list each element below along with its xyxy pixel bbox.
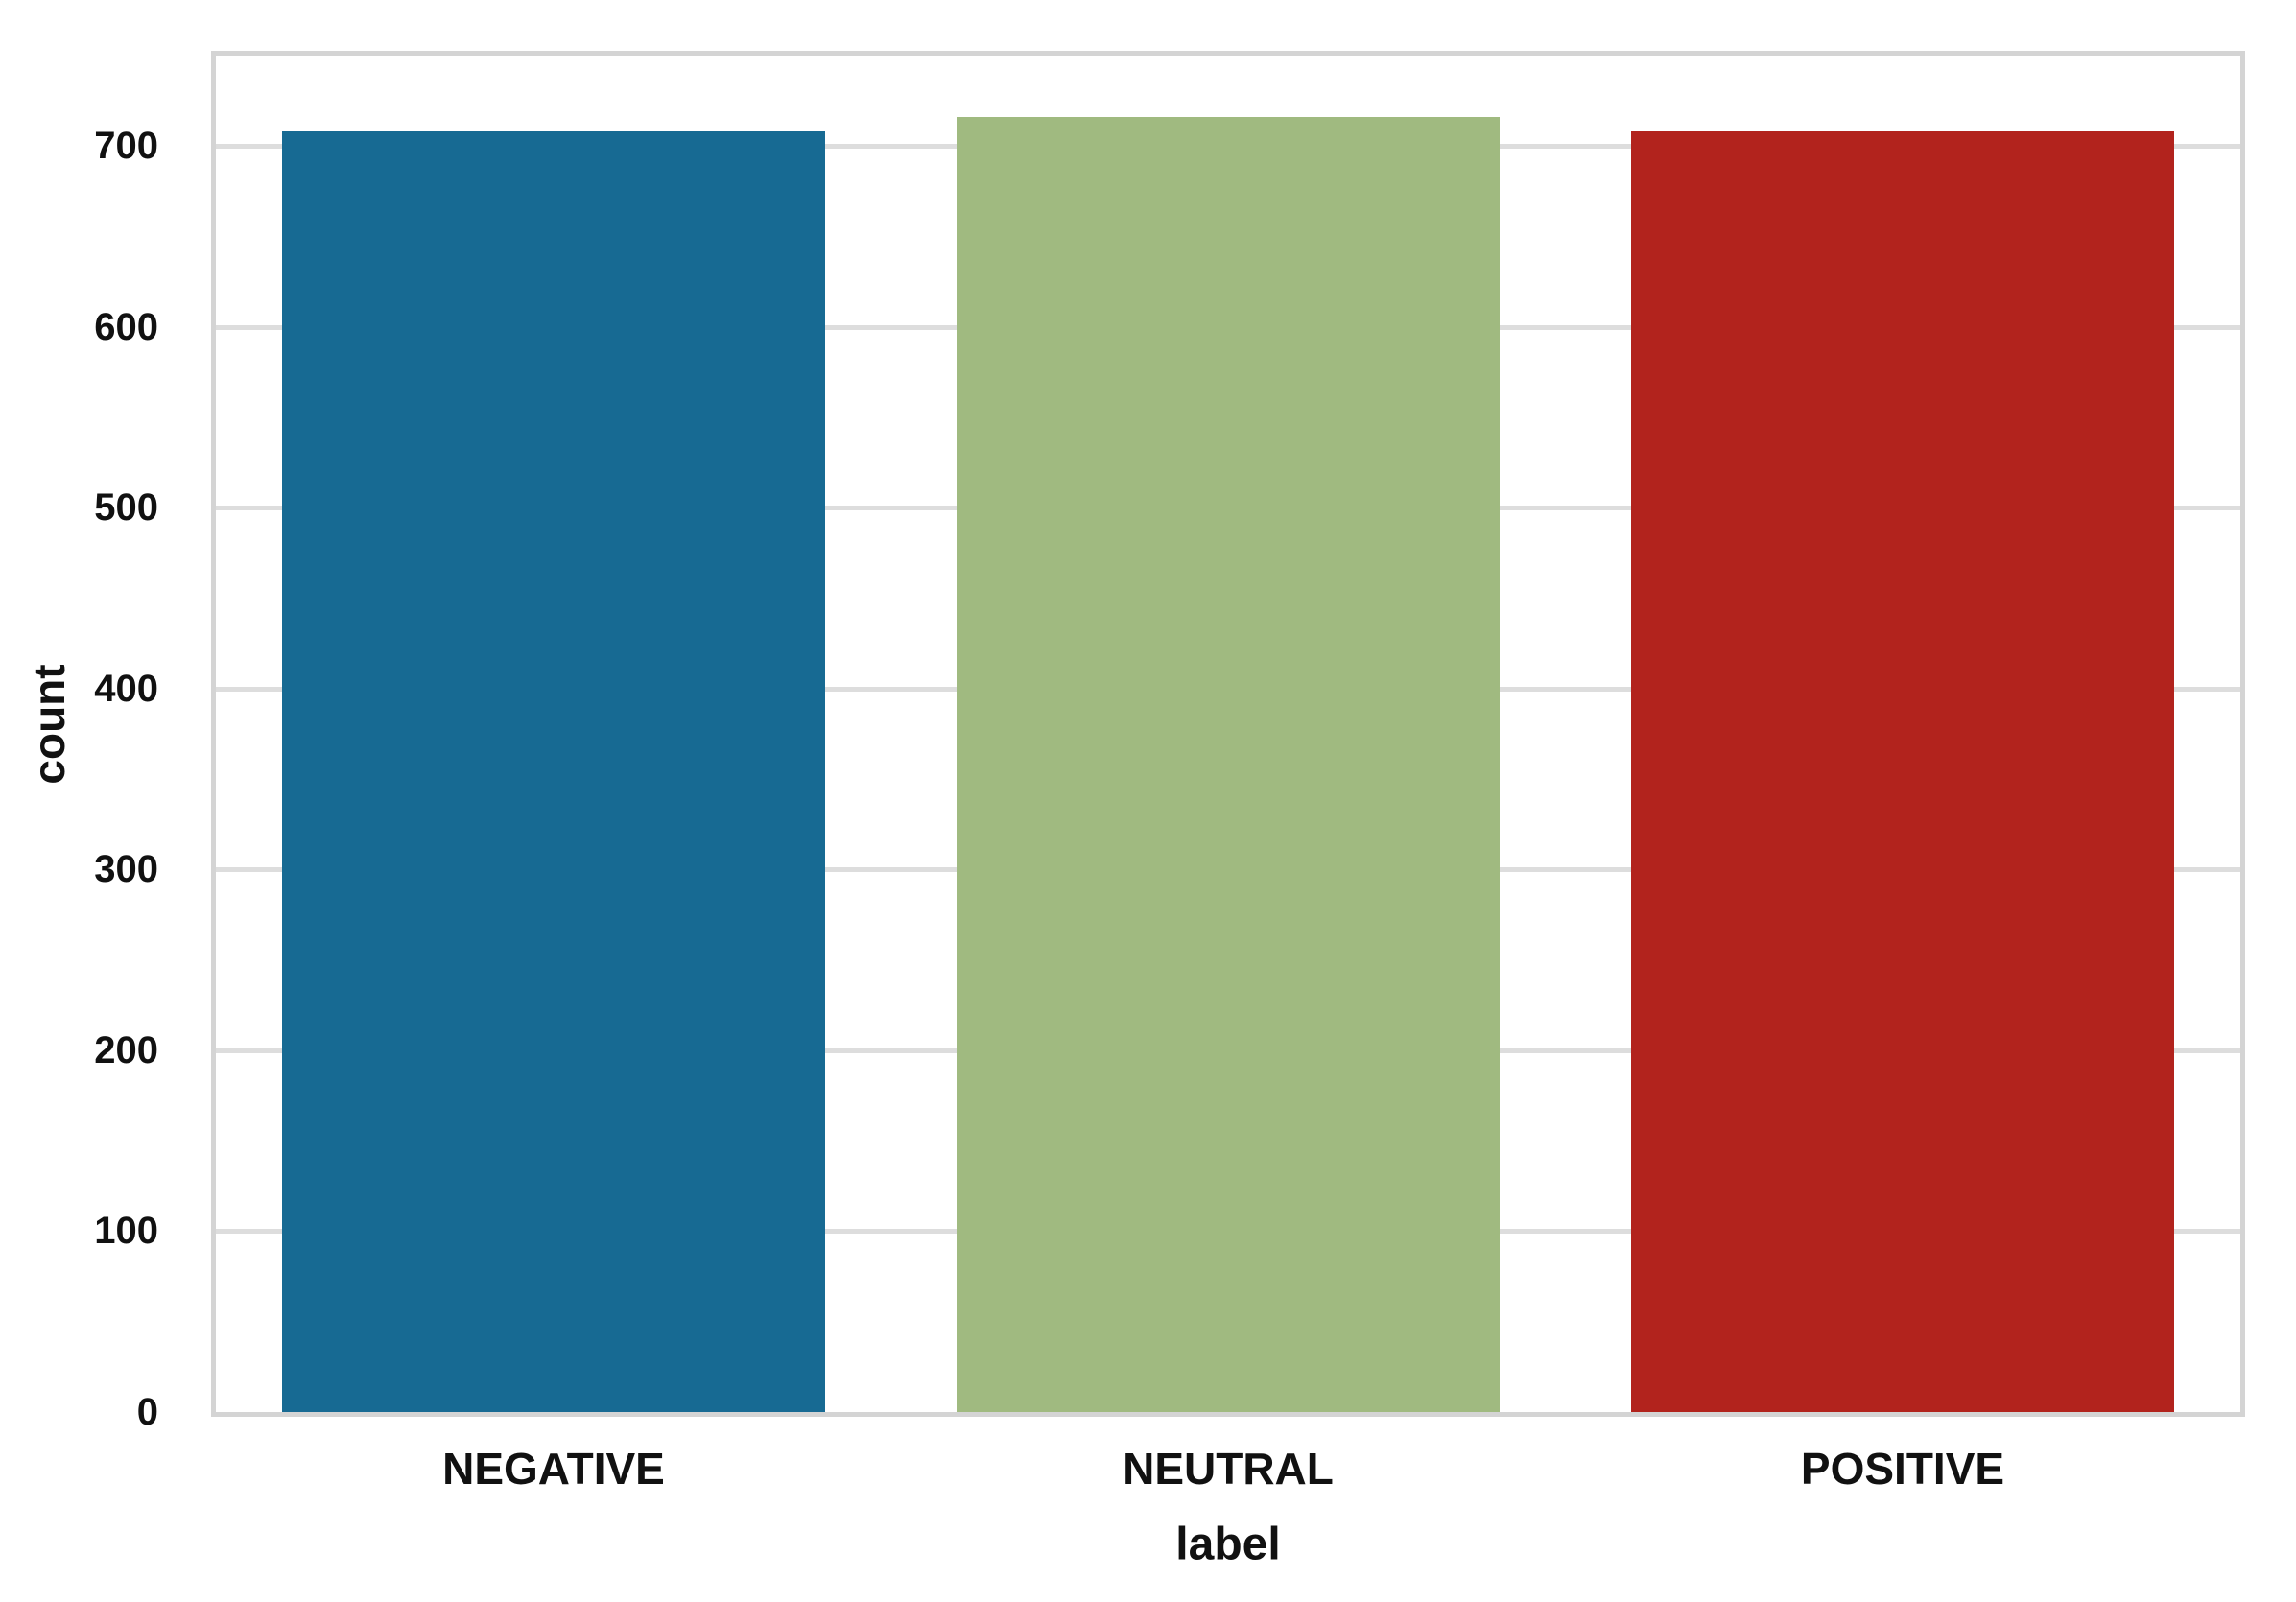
- y-tick-label-200: 200: [94, 1029, 158, 1072]
- bar-negative: [282, 131, 825, 1412]
- y-tick-label-500: 500: [94, 486, 158, 529]
- x-tick-label-positive: POSITIVE: [1800, 1444, 2005, 1494]
- y-tick-label-0: 0: [136, 1391, 158, 1433]
- y-tick-label-700: 700: [94, 125, 158, 167]
- x-tick-label-negative: NEGATIVE: [442, 1444, 665, 1494]
- y-tick-label-600: 600: [94, 306, 158, 348]
- x-axis-title: label: [1175, 1519, 1281, 1570]
- x-tick-label-neutral: NEUTRAL: [1123, 1444, 1334, 1494]
- y-tick-label-300: 300: [94, 848, 158, 890]
- y-tick-label-400: 400: [94, 668, 158, 710]
- plot-area: [211, 51, 2245, 1417]
- plot-inner: [216, 56, 2240, 1412]
- bar-neutral: [957, 117, 1500, 1412]
- bar-positive: [1631, 131, 2174, 1412]
- y-tick-label-100: 100: [94, 1210, 158, 1252]
